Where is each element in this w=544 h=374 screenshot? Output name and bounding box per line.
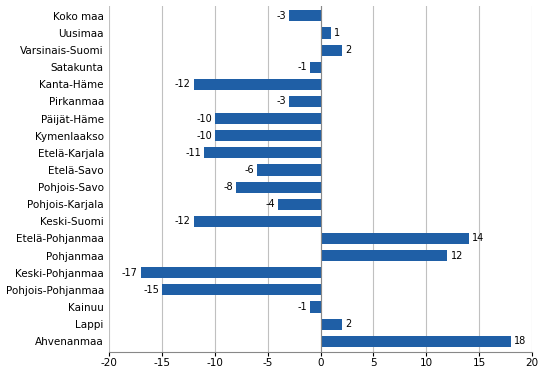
Text: -6: -6 <box>244 165 254 175</box>
Bar <box>320 335 511 347</box>
Text: 18: 18 <box>514 336 526 346</box>
Bar <box>310 62 320 73</box>
Text: -3: -3 <box>276 11 286 21</box>
Bar <box>279 199 320 210</box>
Bar <box>194 79 320 90</box>
Text: 14: 14 <box>472 233 484 243</box>
Text: -12: -12 <box>175 79 191 89</box>
Bar <box>310 301 320 313</box>
Text: -15: -15 <box>143 285 159 295</box>
Text: -17: -17 <box>122 268 138 278</box>
Text: -10: -10 <box>196 114 212 123</box>
Bar <box>289 10 320 21</box>
Text: -1: -1 <box>297 302 307 312</box>
Text: -8: -8 <box>224 182 233 192</box>
Text: 2: 2 <box>345 45 351 55</box>
Bar <box>194 216 320 227</box>
Text: 2: 2 <box>345 319 351 329</box>
Bar <box>141 267 320 278</box>
Text: -10: -10 <box>196 131 212 141</box>
Text: -4: -4 <box>265 199 275 209</box>
Bar <box>320 27 331 39</box>
Text: 1: 1 <box>335 28 341 38</box>
Bar <box>289 96 320 107</box>
Bar <box>236 181 320 193</box>
Bar <box>205 147 320 159</box>
Text: -11: -11 <box>186 148 201 158</box>
Text: -12: -12 <box>175 216 191 226</box>
Bar <box>320 319 342 329</box>
Bar <box>320 233 468 244</box>
Bar <box>320 45 342 56</box>
Text: -3: -3 <box>276 96 286 107</box>
Bar <box>215 130 320 141</box>
Bar <box>162 284 320 295</box>
Bar <box>215 113 320 124</box>
Bar <box>257 165 320 175</box>
Bar <box>320 250 447 261</box>
Text: 12: 12 <box>450 251 463 261</box>
Text: -1: -1 <box>297 62 307 72</box>
